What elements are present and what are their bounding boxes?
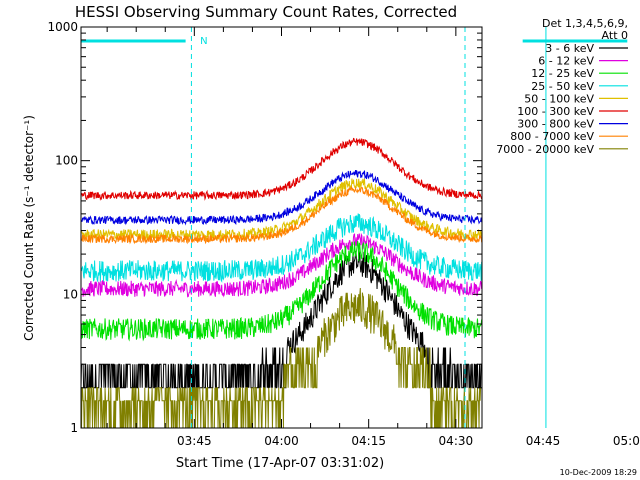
legend-entry-label: 6 - 12 keV <box>538 55 594 68</box>
chart-title: HESSI Observing Summary Count Rates, Cor… <box>75 3 457 21</box>
y-tick-label: 1000 <box>47 20 78 34</box>
x-tick-label: 04:00 <box>264 434 299 448</box>
legend-entry-label: 25 - 50 keV <box>531 80 594 93</box>
series-line <box>80 232 483 298</box>
legend-entry-label: 100 - 300 keV <box>517 105 594 118</box>
y-tick-label: 10 <box>63 287 78 301</box>
y-axis-label: Corrected Count Rate (s⁻¹ detector⁻¹) <box>22 115 36 341</box>
annotation-layer: N <box>81 27 628 428</box>
series-line <box>80 240 483 342</box>
x-tick-label: 04:30 <box>439 434 474 448</box>
series-line <box>80 249 482 389</box>
legend-header-line-2: Att 0 <box>602 29 628 42</box>
y-axis: 1 10 100 1000 <box>47 20 482 435</box>
x-axis: 03:45 04:00 04:15 04:30 04:45 05:00 <box>106 27 640 448</box>
series-line <box>80 178 483 242</box>
legend-entry-label: 300 - 800 keV <box>517 118 594 131</box>
y-tick-label: 100 <box>55 154 78 168</box>
series-line <box>80 169 483 226</box>
series-line <box>80 186 483 245</box>
x-tick-label: 04:15 <box>351 434 386 448</box>
series-line <box>80 288 482 429</box>
legend-entry-label: 7000 - 20000 keV <box>496 143 594 156</box>
legend-entry-label: 3 - 6 keV <box>545 42 594 55</box>
x-tick-label: 03:45 <box>177 434 212 448</box>
legend-entry-label: 800 - 7000 keV <box>510 130 594 143</box>
legend-entry-label: 50 - 100 keV <box>524 92 594 105</box>
series-line <box>80 213 483 283</box>
y-tick-label: 1 <box>70 421 78 435</box>
x-tick-label: 05:00 <box>613 434 640 448</box>
x-tick-label: 04:45 <box>526 434 561 448</box>
series-line <box>80 137 483 201</box>
x-axis-label: Start Time (17-Apr-07 03:31:02) <box>176 456 384 471</box>
footer-timestamp: 10-Dec-2009 18:29 <box>560 468 637 477</box>
legend-header-line-1: Det 1,3,4,5,6,9, <box>542 17 628 30</box>
night-marker-label: N <box>200 36 207 47</box>
plot-area <box>80 137 483 429</box>
legend-entry-label: 12 - 25 keV <box>531 67 594 80</box>
